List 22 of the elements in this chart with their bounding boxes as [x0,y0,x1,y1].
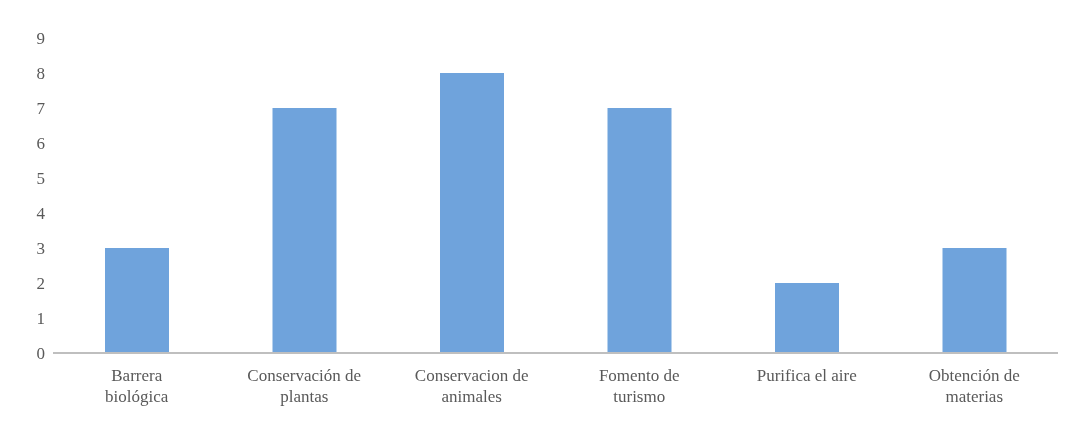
x-tick-label: Conservación de plantas [247,366,362,406]
bar [942,248,1007,353]
bar [105,248,169,353]
bar [775,283,839,353]
y-tick-label: 3 [36,239,45,259]
bar [607,108,672,353]
y-tick-label: 1 [36,309,45,329]
y-tick-label: 5 [36,169,45,189]
x-tick-label: Fomento de turismo [598,366,680,406]
y-tick-label: 2 [36,274,45,294]
y-tick-label: 9 [36,29,45,49]
x-tick-label: Obtención de materias [928,366,1020,406]
y-tick-label: 6 [36,134,45,154]
y-tick-label: 8 [36,64,45,84]
y-tick-label: 0 [36,344,45,364]
x-tick-label: Purifica el aire [756,366,857,385]
x-tick-label: Barrera biológica [105,366,169,406]
x-tick-label: Conservacion de animales [414,366,529,406]
bar [272,108,337,353]
y-tick-label: 4 [36,204,46,224]
bar [440,73,504,353]
y-tick-label: 7 [36,99,46,119]
